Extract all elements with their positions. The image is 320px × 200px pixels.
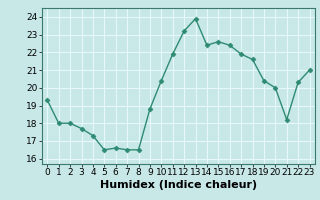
X-axis label: Humidex (Indice chaleur): Humidex (Indice chaleur) <box>100 180 257 190</box>
